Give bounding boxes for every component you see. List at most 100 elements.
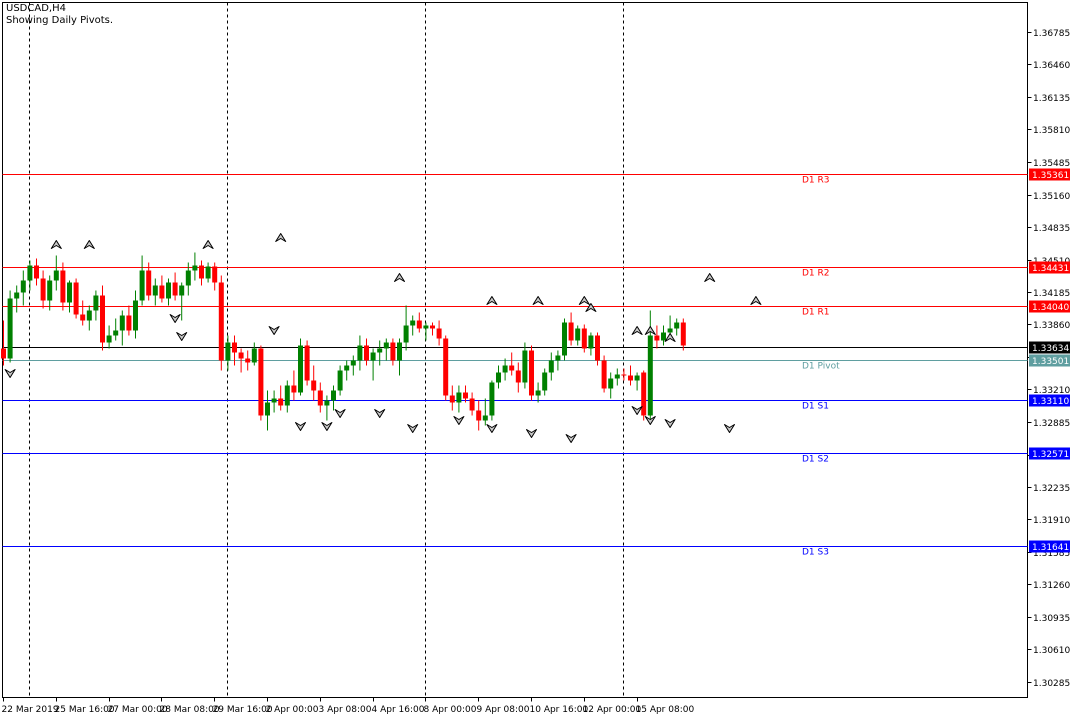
fractal-down-arrow <box>169 314 181 323</box>
candle <box>1 320 6 366</box>
candle <box>562 318 567 361</box>
y-tick-label: 1.35160 <box>1033 192 1070 202</box>
y-tick-label: 1.30285 <box>1033 679 1070 689</box>
candle-body <box>509 365 515 371</box>
candle-body <box>166 282 171 299</box>
candle <box>456 385 462 413</box>
candle <box>621 368 627 381</box>
candle <box>608 372 614 399</box>
candle-body <box>416 320 422 329</box>
candle-body <box>423 325 429 329</box>
fractal-down-arrow <box>176 332 188 341</box>
candle <box>311 365 317 401</box>
candle <box>489 380 495 421</box>
candle <box>614 368 620 386</box>
candle <box>324 395 330 421</box>
candle-body <box>179 285 185 296</box>
candle-body <box>568 322 574 341</box>
candle-body <box>443 338 449 396</box>
candle-body <box>106 335 112 343</box>
candle-body <box>47 280 53 301</box>
candle <box>542 368 548 396</box>
indicator-label: Showing Daily Pivots. <box>6 15 114 26</box>
candle-body <box>298 345 303 393</box>
candle-body <box>113 330 119 336</box>
candle <box>133 290 138 339</box>
candle <box>113 318 119 341</box>
candle <box>410 315 416 336</box>
candle <box>674 318 680 336</box>
d1-s3-price-value: 1.31641 <box>1032 543 1069 553</box>
fractal-down-arrow <box>664 419 676 428</box>
candle <box>469 392 475 416</box>
candle-body <box>608 378 614 389</box>
y-tick-label: 1.30935 <box>1033 614 1070 624</box>
candle-body <box>667 328 673 333</box>
plot-area <box>2 2 1028 698</box>
candle <box>245 350 251 371</box>
d1-s2-price-tag <box>1029 447 1070 460</box>
candle <box>67 280 72 313</box>
y-tick-label: 1.31910 <box>1033 516 1070 526</box>
candle-body <box>463 392 468 399</box>
candle-body <box>324 400 330 406</box>
candle-body <box>621 374 627 376</box>
fractal-up-arrow <box>486 296 498 305</box>
candle <box>680 318 686 351</box>
d1-r3-label: D1 R3 <box>802 176 830 186</box>
candle <box>100 285 105 351</box>
candle-body <box>489 382 495 416</box>
candle-body <box>370 352 376 361</box>
candle-body <box>562 322 567 356</box>
candle-body <box>390 342 396 361</box>
candle-body <box>377 348 383 353</box>
candle-body <box>641 372 647 416</box>
candle-body <box>73 282 79 315</box>
candle <box>291 370 297 401</box>
candle <box>34 258 39 286</box>
candle <box>139 255 145 306</box>
candle <box>502 358 508 381</box>
candle <box>588 332 594 356</box>
candle <box>390 338 396 366</box>
candle-body <box>476 410 482 421</box>
d1-pivot-label: D1 Pivot <box>802 362 840 372</box>
x-tick-label: 27 Mar 00:00 <box>108 705 168 715</box>
candle <box>515 362 521 393</box>
candle <box>205 262 211 283</box>
d1-s1-price-value: 1.33110 <box>1032 397 1069 407</box>
candle-body <box>357 345 363 361</box>
y-tick-label: 1.30610 <box>1033 646 1070 656</box>
candle-body <box>119 315 125 331</box>
candle <box>555 350 561 371</box>
candle-body <box>93 295 99 311</box>
candle-body <box>60 270 66 303</box>
candle <box>331 385 336 411</box>
candle <box>53 255 59 291</box>
candle-body <box>258 348 264 416</box>
candle-body <box>80 314 86 321</box>
candle <box>496 365 501 389</box>
fractal-up-arrow <box>202 240 214 249</box>
x-tick-label: 22 Mar 2019 <box>2 705 59 715</box>
candle-body <box>311 380 317 391</box>
x-tick-label: 28 Mar 08:00 <box>160 705 220 715</box>
d1-s2-label: D1 S2 <box>802 455 829 465</box>
y-tick-label: 1.31585 <box>1033 549 1070 559</box>
candle <box>40 270 46 309</box>
candle-body <box>100 295 105 343</box>
candle <box>47 275 53 311</box>
candle-body <box>146 270 152 296</box>
candle <box>383 338 389 361</box>
candle <box>185 262 191 296</box>
candle <box>86 305 92 331</box>
candle <box>548 352 554 381</box>
candle <box>364 338 369 366</box>
fractal-down-arrow <box>268 326 280 335</box>
candle-body <box>350 360 356 366</box>
fractal-down-arrow <box>374 409 386 418</box>
candle <box>581 324 587 353</box>
candle-body <box>172 282 178 296</box>
